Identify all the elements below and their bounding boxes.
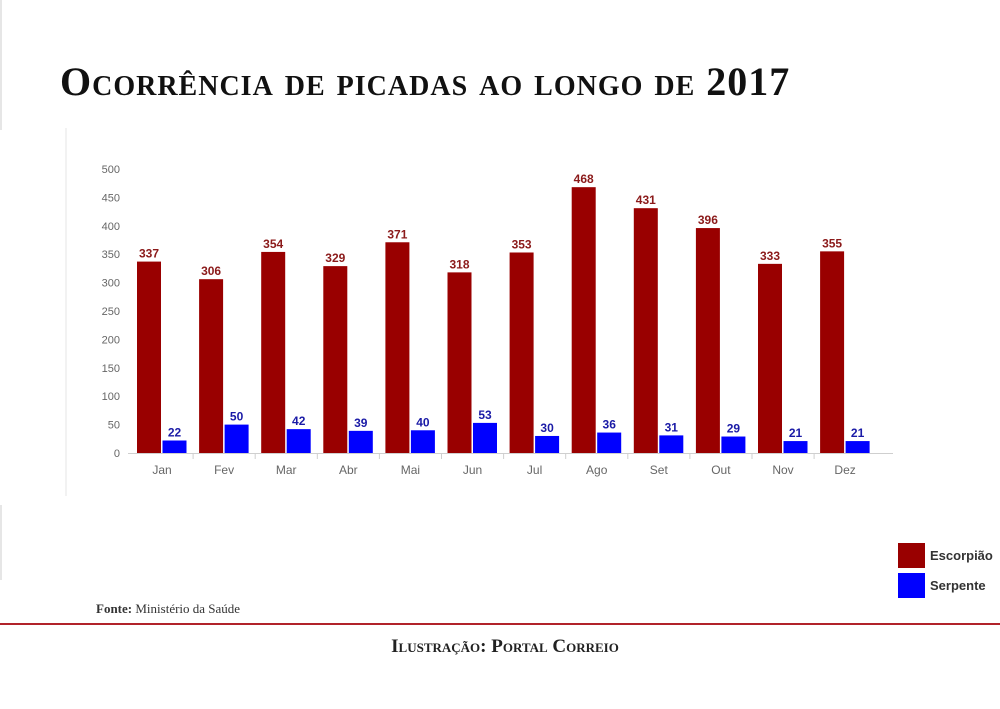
source-note: Fonte: Ministério da Saúde (96, 601, 240, 617)
x-tick-label: Out (711, 463, 731, 477)
left-edge-line (0, 505, 2, 580)
data-label-serpente: 39 (354, 416, 368, 430)
y-tick-label: 150 (102, 363, 120, 375)
y-tick-label: 300 (102, 278, 120, 290)
data-label-serpente: 42 (292, 414, 306, 428)
bar-escorpiao (695, 228, 720, 453)
x-tick-label: Mai (401, 463, 420, 477)
y-tick-label: 250 (102, 306, 120, 318)
y-tick-label: 100 (102, 391, 120, 403)
bar-escorpiao (633, 208, 658, 453)
y-axis: 0 50 100 150 200 250 300 350 400 450 500 (102, 164, 120, 460)
source-text: Ministério da Saúde (132, 601, 241, 616)
divider-rule (0, 623, 1000, 625)
bar-serpente (783, 441, 808, 453)
legend-item-escorpiao: Escorpião (898, 540, 993, 570)
data-label-serpente: 40 (416, 415, 430, 429)
x-axis: Jan Fev Mar Abr Mai Jun Jul Ago Set Out Nov Dez (152, 453, 856, 477)
legend-item-serpente: Serpente (898, 570, 993, 600)
chart-title: Ocorrência de picadas ao longo de 2017 (60, 59, 791, 104)
y-tick-label: 350 (102, 249, 120, 261)
legend: Escorpião Serpente (898, 540, 993, 600)
bar-serpente (286, 429, 311, 453)
bar-escorpiao (447, 272, 472, 453)
data-label-serpente: 53 (478, 408, 492, 422)
bar-escorpiao (137, 261, 161, 453)
bar-serpente (597, 432, 622, 453)
bar-serpente (224, 424, 249, 453)
data-label-serpente: 36 (603, 418, 617, 432)
bar-serpente (162, 440, 187, 453)
x-tick-label: Jun (463, 463, 482, 477)
x-tick-label: Fev (214, 463, 234, 477)
y-tick-label: 400 (102, 221, 120, 233)
data-label-serpente: 31 (665, 420, 679, 434)
y-tick-label: 200 (102, 334, 120, 346)
data-label-escorpiao: 396 (698, 213, 718, 227)
bar-serpente (659, 435, 684, 453)
source-label: Fonte: (96, 601, 133, 616)
bar-escorpiao (261, 251, 286, 453)
y-tick-label: 50 (108, 420, 120, 432)
left-edge-line (0, 0, 2, 130)
illustration-credit: Ilustração: Portal Correio (391, 636, 619, 657)
x-tick-label: Dez (834, 463, 855, 477)
bar-escorpiao (571, 187, 596, 453)
legend-swatch-escorpiao (898, 542, 925, 568)
data-label-escorpiao: 354 (263, 237, 283, 251)
bar-serpente (348, 430, 373, 453)
data-label-escorpiao: 306 (201, 264, 221, 278)
bar-escorpiao (509, 252, 534, 453)
bar-escorpiao (820, 251, 845, 453)
data-label-serpente: 21 (789, 426, 803, 440)
x-tick-label: Set (650, 463, 669, 477)
y-tick-label: 0 (114, 448, 120, 460)
legend-swatch-serpente (898, 572, 925, 598)
x-tick-label: Mar (276, 463, 297, 477)
x-tick-label: Ago (586, 463, 608, 477)
bar-escorpiao (323, 266, 348, 453)
bar-escorpiao (199, 279, 224, 453)
x-tick-label: Abr (339, 463, 358, 477)
data-label-serpente: 21 (851, 426, 865, 440)
bar-escorpiao (385, 242, 410, 453)
data-label-escorpiao: 353 (512, 237, 532, 251)
data-label-escorpiao: 329 (325, 251, 345, 265)
data-label-escorpiao: 431 (636, 193, 656, 207)
x-tick-label: Jul (527, 463, 542, 477)
data-label-escorpiao: 371 (387, 227, 407, 241)
x-tick-label: Nov (772, 463, 793, 477)
bar-serpente (535, 435, 560, 453)
bar-serpente (410, 430, 435, 453)
data-label-escorpiao: 355 (822, 236, 842, 250)
y-tick-label: 450 (102, 192, 120, 204)
data-label-serpente: 30 (540, 421, 554, 435)
y-tick-label: 500 (102, 164, 120, 176)
data-label-escorpiao: 318 (449, 257, 469, 271)
bar-serpente (721, 436, 746, 453)
bars: 337 22 306 50 354 42 329 39 371 40 318 53 353 30 468 36… (137, 172, 870, 453)
bar-serpente (473, 422, 497, 453)
data-label-serpente: 22 (168, 426, 182, 440)
data-label-escorpiao: 468 (574, 172, 594, 186)
bar-escorpiao (758, 263, 782, 453)
legend-label-serpente: Serpente (930, 577, 986, 593)
x-tick-label: Jan (152, 463, 171, 477)
bar-serpente (845, 441, 870, 453)
data-label-escorpiao: 337 (139, 247, 159, 261)
data-label-serpente: 29 (727, 422, 741, 436)
data-label-serpente: 50 (230, 410, 244, 424)
data-label-escorpiao: 333 (760, 249, 780, 263)
legend-label-escorpiao: Escorpião (930, 547, 993, 563)
